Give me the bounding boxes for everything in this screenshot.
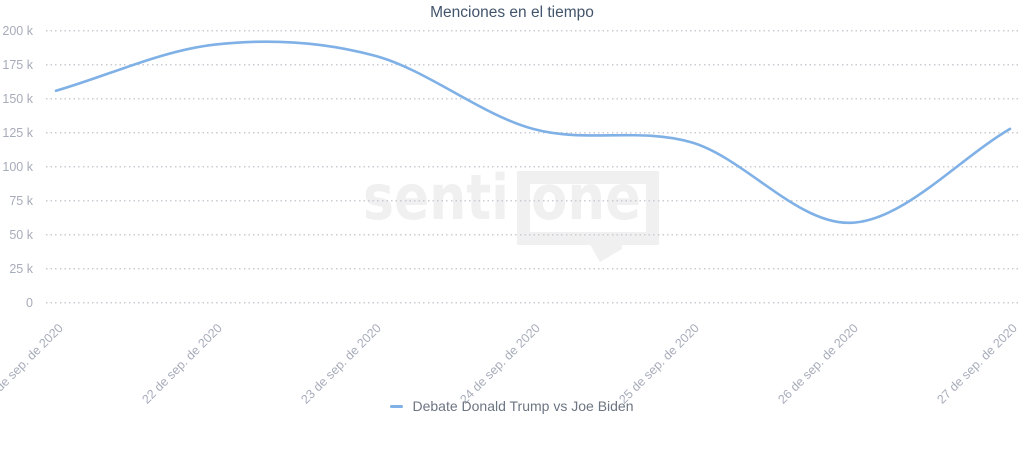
- gridline: [46, 132, 1019, 134]
- watermark-text-senti: senti: [363, 161, 509, 234]
- y-axis-label: 50 k: [9, 227, 33, 242]
- legend-label: Debate Donald Trump vs Joe Biden: [412, 398, 634, 414]
- watermark-bubble-tail-icon: [587, 239, 622, 262]
- gridline: [46, 234, 1019, 236]
- gridline: [46, 64, 1019, 66]
- legend-item-debate-series[interactable]: Debate Donald Trump vs Joe Biden: [390, 398, 634, 414]
- series-line[interactable]: [54, 40, 1012, 225]
- gridline: [46, 166, 1019, 168]
- sentione-watermark: senti one: [363, 161, 659, 262]
- gridline: [46, 30, 1019, 32]
- gridline: [46, 200, 1019, 202]
- y-axis-label: 0: [26, 295, 33, 310]
- y-axis-label: 150 k: [2, 91, 33, 106]
- chart-title: Menciones en el tiempo: [430, 4, 594, 21]
- gridline: [46, 98, 1019, 100]
- y-axis-label: 125 k: [2, 125, 33, 140]
- legend-line-marker-icon: [390, 404, 404, 408]
- watermark-text-one: one: [531, 161, 641, 234]
- y-axis-label: 100 k: [2, 159, 33, 174]
- y-axis-label: 75 k: [9, 193, 33, 208]
- series-layer: [54, 40, 1012, 225]
- y-axis-label: 200 k: [2, 23, 33, 38]
- gridline: [46, 302, 1019, 304]
- legend: Debate Donald Trump vs Joe Biden: [0, 398, 1024, 414]
- gridline: [46, 268, 1019, 270]
- y-axis-label: 25 k: [9, 261, 33, 276]
- y-axis-label: 175 k: [2, 57, 33, 72]
- watermark-speech-bubble: [517, 171, 659, 245]
